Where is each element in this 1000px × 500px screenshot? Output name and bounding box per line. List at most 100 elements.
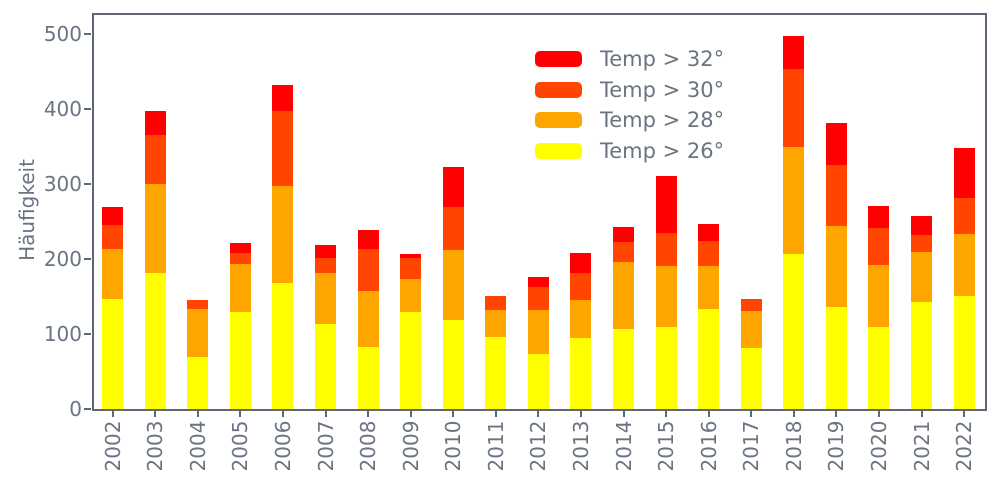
y-tick-mark: [84, 258, 91, 260]
x-tick-mark: [452, 411, 455, 417]
bar-segment-2007: [315, 258, 337, 274]
bar-segment-2018: [783, 35, 805, 69]
bar-segment-2010: [442, 250, 464, 320]
legend: Temp > 32° Temp > 30° Temp > 28° Temp > 26°: [535, 44, 724, 166]
bar-segment-2018: [783, 68, 805, 147]
bar-segment-2003: [144, 134, 166, 184]
x-tick-label-2014: 2014: [611, 420, 636, 472]
x-tick-mark: [537, 411, 540, 417]
x-tick-label-2007: 2007: [313, 420, 338, 472]
bar-segment-2004: [187, 356, 209, 409]
bar-segment-2014: [613, 241, 635, 262]
bar-segment-2006: [272, 186, 294, 283]
x-tick-label-2005: 2005: [228, 420, 253, 472]
bar-segment-2019: [825, 165, 847, 226]
x-tick-label-2017: 2017: [739, 420, 764, 472]
x-tick-mark: [963, 411, 966, 417]
bar-segment-2021: [911, 252, 933, 302]
bar-segment-2019: [825, 122, 847, 166]
bar-segment-2002: [102, 225, 124, 249]
bar-segment-2022: [953, 197, 975, 234]
x-tick-label-2003: 2003: [143, 420, 168, 472]
x-tick-mark: [920, 411, 923, 417]
y-tick-mark: [84, 33, 91, 35]
bar-segment-2007: [315, 323, 337, 409]
x-tick-mark: [877, 411, 880, 417]
bar-segment-2014: [613, 328, 635, 409]
bar-segment-2011: [485, 337, 507, 409]
x-tick-label-2022: 2022: [952, 420, 977, 472]
bar-segment-2011: [485, 310, 507, 337]
bar-segment-2017: [740, 298, 762, 311]
bar-segment-2021: [911, 235, 933, 253]
legend-swatch: [535, 81, 582, 98]
bar-segment-2017: [740, 348, 762, 409]
x-tick-label-2008: 2008: [356, 420, 381, 472]
bar-segment-2016: [698, 309, 720, 409]
legend-swatch: [535, 112, 582, 129]
bar-segment-2008: [357, 346, 379, 409]
bar-segment-2022: [953, 233, 975, 296]
x-tick-label-2020: 2020: [866, 420, 891, 472]
legend-entry: Temp > 32°: [535, 44, 724, 75]
bar-segment-2015: [655, 265, 677, 327]
bar-segment-2010: [442, 206, 464, 250]
x-tick-label-2011: 2011: [483, 420, 508, 472]
bar-segment-2005: [229, 253, 251, 264]
x-tick-label-2013: 2013: [568, 420, 593, 472]
x-tick-label-2021: 2021: [909, 420, 934, 472]
bar-segment-2013: [570, 253, 592, 274]
legend-swatch: [535, 142, 582, 159]
bar-segment-2020: [868, 327, 890, 409]
x-tick-label-2012: 2012: [526, 420, 551, 472]
y-tick-label: 0: [69, 397, 82, 421]
y-tick-label: 500: [43, 22, 82, 46]
plot-area: Temp > 32° Temp > 30° Temp > 28° Temp > 26°: [92, 13, 987, 411]
bar-segment-2013: [570, 337, 592, 409]
bar-segment-2009: [400, 253, 422, 258]
bar-segment-2014: [613, 226, 635, 242]
bar-segment-2012: [527, 310, 549, 354]
x-tick-label-2015: 2015: [654, 420, 679, 472]
bar-segment-2020: [868, 228, 890, 265]
bar-segment-2007: [315, 244, 337, 259]
x-tick-mark: [409, 411, 412, 417]
bar-segment-2005: [229, 242, 251, 253]
bar-segment-2020: [868, 265, 890, 328]
legend-label: Temp > 32°: [600, 47, 725, 72]
x-tick-label-2002: 2002: [100, 420, 125, 472]
x-tick-label-2004: 2004: [185, 420, 210, 472]
bar-segment-2012: [527, 286, 549, 310]
x-tick-label-2010: 2010: [441, 420, 466, 472]
bar-segment-2005: [229, 263, 251, 313]
x-tick-mark: [281, 411, 284, 417]
bar-segment-2002: [102, 298, 124, 409]
bar-segment-2009: [400, 257, 422, 280]
x-tick-mark: [111, 411, 114, 417]
x-tick-mark: [622, 411, 625, 417]
bar-segment-2009: [400, 311, 422, 409]
legend-label: Temp > 30°: [600, 77, 725, 102]
bar-segment-2018: [783, 253, 805, 409]
y-tick-mark: [84, 183, 91, 185]
bar-segment-2022: [953, 295, 975, 409]
x-tick-mark: [579, 411, 582, 417]
bar-segment-2015: [655, 232, 677, 266]
x-tick-mark: [196, 411, 199, 417]
bar-segment-2004: [187, 299, 209, 310]
bar-segment-2008: [357, 291, 379, 347]
x-tick-mark: [792, 411, 795, 417]
y-tick-label: 100: [43, 322, 82, 346]
x-tick-mark: [707, 411, 710, 417]
bar-segment-2008: [357, 229, 379, 250]
x-tick-label-2009: 2009: [398, 420, 423, 472]
bar-segment-2016: [698, 241, 720, 266]
y-tick-label: 200: [43, 247, 82, 271]
legend-label: Temp > 28°: [600, 108, 725, 133]
bar-segment-2015: [655, 175, 677, 233]
x-tick-mark: [665, 411, 668, 417]
bar-segment-2016: [698, 265, 720, 310]
x-tick-label-2006: 2006: [270, 420, 295, 472]
bar-segment-2021: [911, 215, 933, 235]
